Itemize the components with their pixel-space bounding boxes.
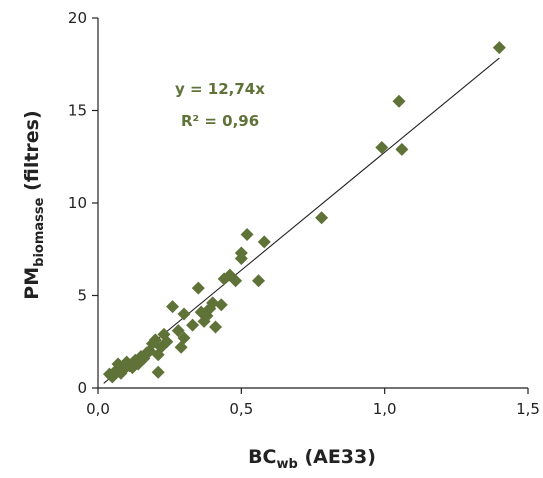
data-point (177, 331, 191, 345)
fit-equation-label: y = 12,74x (175, 80, 265, 98)
data-point (148, 333, 162, 347)
data-point (257, 235, 271, 249)
fit-line (103, 57, 500, 384)
x-tick-label: 0,0 (86, 400, 110, 418)
data-point (171, 324, 185, 338)
data-point (234, 246, 248, 260)
data-point (206, 296, 220, 310)
y-axis-title-main: PM (21, 267, 43, 300)
x-axis-title: BCwb (AE33) (248, 446, 376, 472)
data-point (191, 281, 205, 295)
x-tick-label: 1,0 (373, 400, 397, 418)
data-point (315, 211, 329, 225)
data-point (120, 355, 134, 369)
data-point (229, 274, 243, 288)
y-axis-title: PMbiomasse (filtres) (21, 110, 47, 299)
data-point (160, 335, 174, 349)
data-point (395, 142, 409, 156)
x-axis-title-main: BC (248, 446, 276, 468)
r-squared-label: R² = 0,96 (181, 112, 259, 130)
data-point (392, 94, 406, 108)
y-tick-label: 10 (68, 194, 87, 212)
data-point (214, 298, 228, 312)
y-tick-label: 15 (68, 102, 87, 120)
x-tick-label: 0,5 (229, 400, 253, 418)
data-point (177, 307, 191, 321)
data-point (252, 274, 266, 288)
data-point (492, 41, 506, 55)
data-point (209, 320, 223, 334)
x-axis-title-subscript: wb (277, 457, 298, 472)
y-axis-title-suffix: (filtres) (21, 110, 43, 197)
data-point (375, 141, 389, 154)
x-axis-title-suffix: (AE33) (298, 446, 376, 468)
y-axis-title-subscript: biomasse (32, 197, 47, 266)
data-point (186, 318, 200, 332)
data-point (240, 227, 254, 241)
y-tick-label: 20 (68, 9, 87, 27)
data-point (166, 300, 180, 314)
y-tick-label: 5 (77, 287, 87, 305)
data-point (151, 365, 165, 379)
x-tick-label: 1,5 (516, 400, 540, 418)
y-tick-label: 0 (77, 379, 87, 397)
